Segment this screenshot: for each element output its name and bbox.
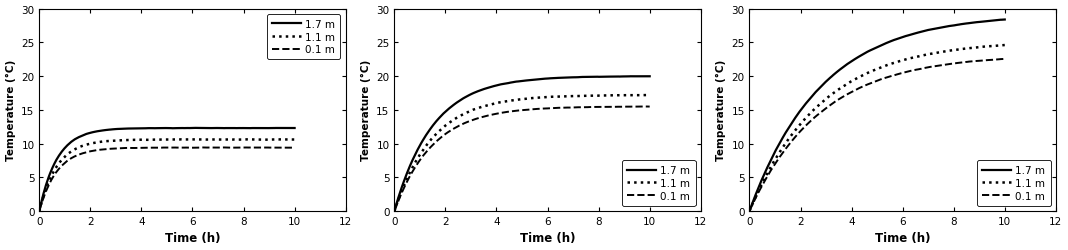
X-axis label: Time (h): Time (h) [520, 232, 576, 244]
Y-axis label: Temperature (°C): Temperature (°C) [716, 60, 726, 161]
Y-axis label: Temperature (°C): Temperature (°C) [361, 60, 371, 161]
X-axis label: Time (h): Time (h) [164, 232, 220, 244]
Legend: 1.7 m, 1.1 m, 0.1 m: 1.7 m, 1.1 m, 0.1 m [977, 160, 1051, 206]
Y-axis label: Temperature (°C): Temperature (°C) [5, 60, 16, 161]
X-axis label: Time (h): Time (h) [875, 232, 930, 244]
Legend: 1.7 m, 1.1 m, 0.1 m: 1.7 m, 1.1 m, 0.1 m [622, 160, 695, 206]
Legend: 1.7 m, 1.1 m, 0.1 m: 1.7 m, 1.1 m, 0.1 m [267, 15, 341, 60]
